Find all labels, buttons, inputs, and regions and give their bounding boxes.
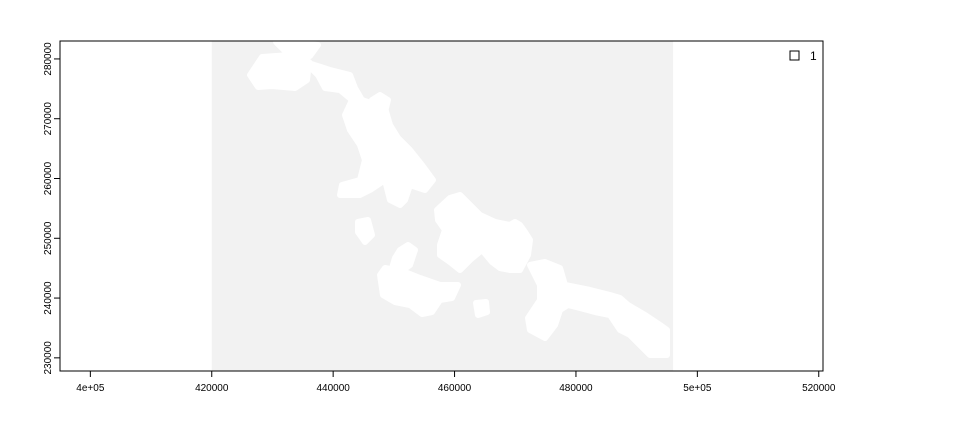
white-mask-region: [247, 41, 670, 358]
plot-frame: [59, 40, 824, 372]
x-tick-label: 4e+05: [76, 383, 105, 394]
y-tick-label: 240000: [43, 281, 54, 315]
x-tick-label: 440000: [316, 383, 350, 394]
x-axis: 4e+05 420000 440000 460000 480000 5e+05 520000: [76, 371, 836, 394]
y-tick-label: 260000: [43, 161, 54, 195]
legend: 1: [789, 49, 817, 63]
legend-key: [789, 50, 800, 61]
y-tick-label: 230000: [43, 341, 54, 375]
y-axis: 230000 240000 250000 260000 270000 280000: [43, 42, 60, 375]
x-tick-label: 480000: [559, 383, 593, 394]
y-tick-label: 280000: [43, 42, 54, 76]
x-tick-label: 420000: [195, 383, 229, 394]
y-tick-label: 270000: [43, 102, 54, 136]
legend-label: 1: [810, 49, 817, 63]
y-tick-label: 250000: [43, 221, 54, 255]
x-tick-label: 520000: [802, 383, 836, 394]
x-tick-label: 460000: [438, 383, 472, 394]
x-tick-label: 5e+05: [683, 383, 712, 394]
